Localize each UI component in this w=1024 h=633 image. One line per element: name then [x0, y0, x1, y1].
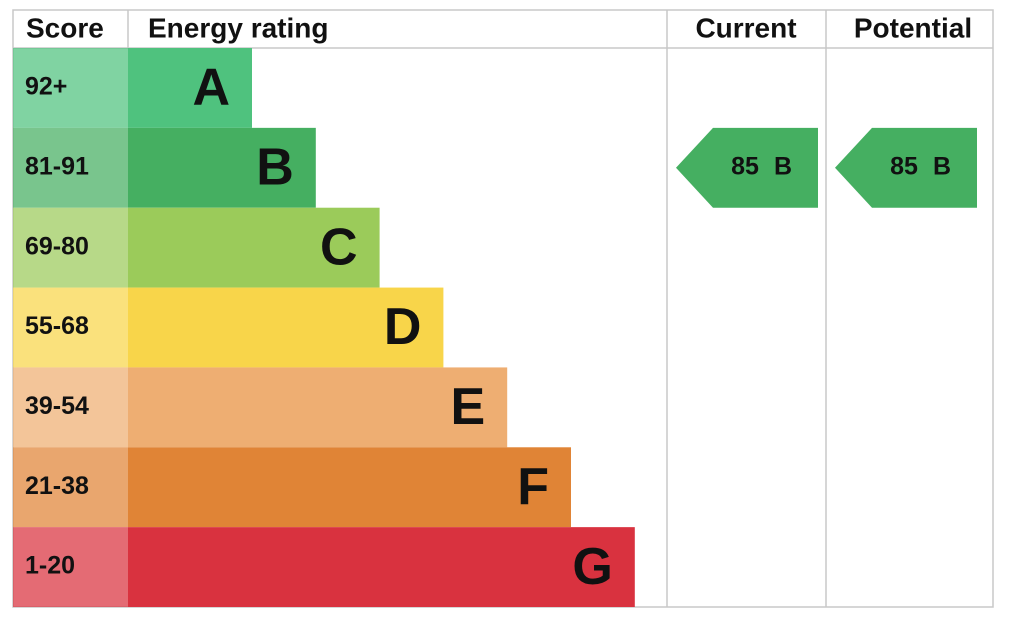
score-range: 1-20	[25, 552, 75, 580]
score-range: 81-91	[25, 152, 89, 180]
header-energy: Energy rating	[148, 12, 328, 43]
score-range: 69-80	[25, 232, 89, 260]
rating-bar	[128, 367, 508, 448]
rating-arrow	[835, 127, 977, 208]
rating-letter: E	[451, 378, 486, 436]
score-range: 21-38	[25, 472, 89, 500]
score-range: 39-54	[25, 392, 89, 420]
score-cell	[13, 127, 128, 208]
header-potential: Potential	[854, 12, 972, 43]
rating-bar	[128, 527, 635, 607]
rating-letter: F	[517, 458, 549, 516]
rating-bar	[128, 287, 444, 368]
score-range: 92+	[25, 73, 67, 101]
rating-letter: D	[384, 298, 422, 356]
score-cell	[13, 207, 128, 288]
header-current: Current	[695, 12, 796, 43]
score-cell	[13, 48, 128, 128]
rating-letter: C	[320, 218, 358, 276]
rating-bar	[128, 48, 252, 128]
potential-rating: B	[933, 152, 951, 180]
current-rating: B	[774, 152, 792, 180]
score-cell	[13, 367, 128, 448]
score-cell	[13, 287, 128, 368]
score-cell	[13, 527, 128, 607]
rating-letter: G	[572, 538, 612, 596]
score-cell	[13, 447, 128, 528]
current-score: 85	[731, 152, 759, 180]
rating-bar	[128, 207, 380, 288]
rating-bar	[128, 447, 571, 528]
rating-arrow	[676, 127, 818, 208]
rating-letter: B	[256, 139, 294, 197]
header-score: Score	[26, 12, 104, 43]
potential-score: 85	[890, 152, 918, 180]
rating-bar	[128, 127, 316, 208]
rating-letter: A	[192, 59, 230, 117]
score-range: 55-68	[25, 312, 89, 340]
